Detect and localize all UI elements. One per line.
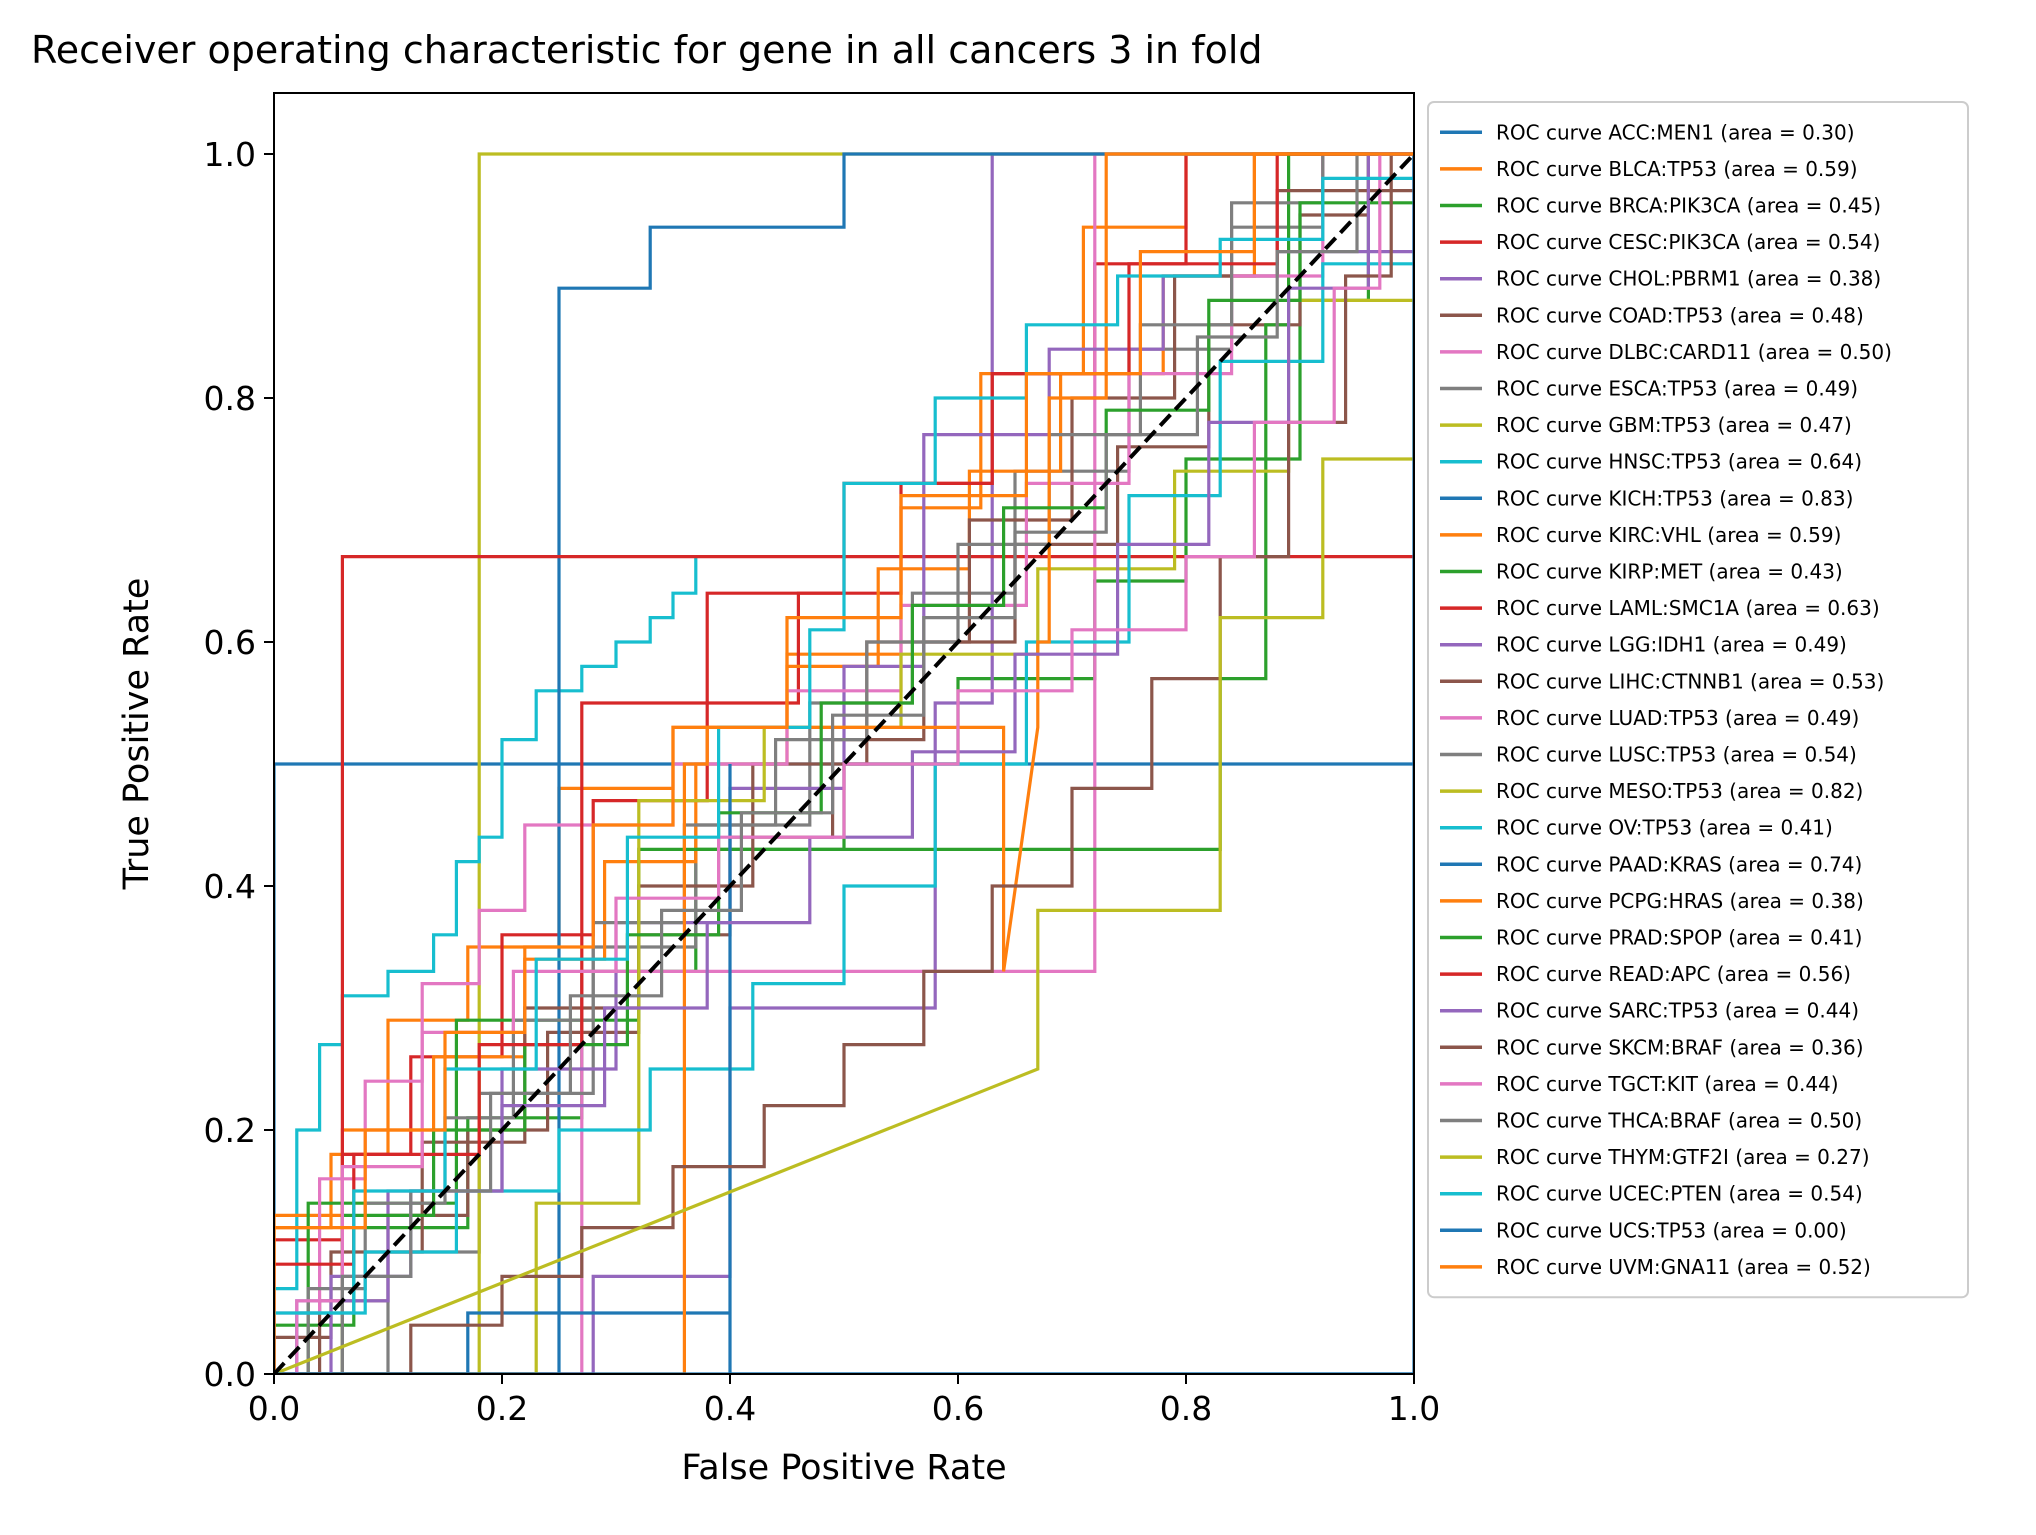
legend-label: ROC curve SKCM:BRAF (area = 0.36) (1496, 1035, 1864, 1059)
legend-label: ROC curve CHOL:PBRM1 (area = 0.38) (1496, 267, 1881, 291)
x-tick-label: 0.0 (248, 1389, 300, 1428)
y-tick-label: 0.8 (204, 379, 256, 418)
legend-label: ROC curve SARC:TP53 (area = 0.44) (1496, 999, 1859, 1023)
legend-label: ROC curve KICH:TP53 (area = 0.83) (1496, 486, 1853, 510)
roc-series-line (274, 152, 1414, 1374)
roc-series-line (274, 298, 1414, 1374)
y-tick-label: 0.2 (204, 1111, 256, 1150)
legend-label: ROC curve LGG:IDH1 (area = 0.49) (1496, 633, 1847, 657)
legend-label: ROC curve CESC:PIK3CA (area = 0.54) (1496, 230, 1880, 254)
legend-label: ROC curve THCA:BRAF (area = 0.50) (1496, 1109, 1862, 1133)
x-axis: 0.0 0.2 0.4 0.6 0.8 1.0 (248, 1374, 1440, 1428)
legend-label: ROC curve UVM:GNA11 (area = 0.52) (1496, 1255, 1871, 1279)
legend-label: ROC curve UCEC:PTEN (area = 0.54) (1496, 1182, 1863, 1206)
legend-label: ROC curve BLCA:TP53 (area = 0.59) (1496, 157, 1858, 181)
legend-label: ROC curve TGCT:KIT (area = 0.44) (1496, 1072, 1839, 1096)
legend-label: ROC curve DLBC:CARD11 (area = 0.50) (1496, 340, 1892, 364)
chart-title: Receiver operating characteristic for ge… (31, 28, 1263, 72)
x-tick-label: 0.2 (476, 1389, 528, 1428)
x-axis-label: False Positive Rate (681, 1448, 1006, 1488)
y-axis: 0.0 0.2 0.4 0.6 0.8 1.0 (204, 135, 274, 1394)
legend-label: ROC curve LUAD:TP53 (area = 0.49) (1496, 706, 1859, 730)
x-tick-label: 0.4 (704, 1389, 756, 1428)
legend: ROC curve ACC:MEN1 (area = 0.30) ROC curv… (1427, 101, 1969, 1299)
legend-label: ROC curve READ:APC (area = 0.56) (1496, 962, 1851, 986)
legend-label: ROC curve PRAD:SPOP (area = 0.41) (1496, 926, 1862, 950)
roc-series-line (274, 764, 1414, 1374)
roc-series-line (274, 152, 1414, 1374)
y-tick-label: 0.4 (204, 867, 256, 906)
y-tick-label: 0.6 (204, 623, 256, 662)
x-tick-label: 1.0 (1388, 1389, 1440, 1428)
plot-lines (274, 152, 1414, 1374)
y-tick-label: 1.0 (204, 135, 256, 174)
legend-label: ROC curve GBM:TP53 (area = 0.47) (1496, 413, 1852, 437)
plot-frame (273, 92, 1415, 1375)
roc-series-line (274, 554, 1414, 1374)
legend-box (1427, 101, 1969, 1299)
roc-series-line (274, 201, 1414, 1374)
roc-series-line (274, 152, 1414, 1374)
roc-series-line (274, 152, 1414, 1374)
legend-label: ROC curve KIRP:MET (area = 0.43) (1496, 560, 1843, 584)
y-axis-label: True Positive Rate (117, 578, 157, 891)
roc-series-line (274, 262, 1414, 1374)
legend-label: ROC curve MESO:TP53 (area = 0.82) (1496, 779, 1863, 803)
roc-series-line (274, 152, 1414, 1374)
roc-series-line (274, 556, 698, 1374)
legend-label: ROC curve OV:TP53 (area = 0.41) (1496, 816, 1833, 840)
legend-label: ROC curve LIHC:CTNNB1 (area = 0.53) (1496, 669, 1884, 693)
roc-series-line (274, 152, 1414, 1374)
roc-series-line (274, 152, 1414, 1374)
legend-label: ROC curve LUSC:TP53 (area = 0.54) (1496, 743, 1857, 767)
x-tick-label: 0.8 (1160, 1389, 1212, 1428)
y-tick-label: 0.0 (204, 1355, 256, 1394)
legend-label: ROC curve HNSC:TP53 (area = 0.64) (1496, 450, 1862, 474)
chance-diagonal-line (274, 152, 1414, 1374)
roc-series-line (274, 300, 1414, 1374)
roc-series-line (274, 152, 1414, 1374)
x-tick-label: 0.6 (932, 1389, 984, 1428)
legend-label: ROC curve PAAD:KRAS (area = 0.74) (1496, 852, 1862, 876)
legend-label: ROC curve KIRC:VHL (area = 0.59) (1496, 523, 1841, 547)
legend-label: ROC curve BRCA:PIK3CA (area = 0.45) (1496, 194, 1881, 218)
legend-label: ROC curve COAD:TP53 (area = 0.48) (1496, 303, 1864, 327)
legend-label: ROC curve THYM:GTF2I (area = 0.27) (1496, 1145, 1870, 1169)
legend-label: ROC curve UCS:TP53 (area = 0.00) (1496, 1218, 1847, 1242)
legend-label: ROC curve LAML:SMC1A (area = 0.63) (1496, 596, 1880, 620)
legend-label: ROC curve PCPG:HRAS (area = 0.38) (1496, 889, 1864, 913)
legend-label: ROC curve ESCA:TP53 (area = 0.49) (1496, 377, 1858, 401)
legend-label: ROC curve ACC:MEN1 (area = 0.30) (1496, 120, 1855, 144)
